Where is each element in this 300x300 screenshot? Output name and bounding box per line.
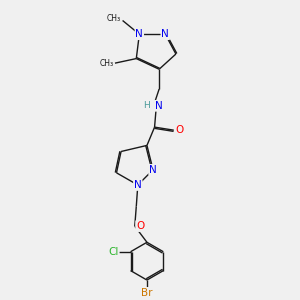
Text: N: N [161,29,169,39]
Text: CH₃: CH₃ [107,14,121,23]
Text: N: N [149,165,157,175]
Text: N: N [134,180,142,190]
Text: Br: Br [141,288,153,298]
Text: N: N [155,101,162,111]
Text: O: O [175,125,183,135]
Text: O: O [136,221,144,231]
Text: CH₃: CH₃ [99,58,113,68]
Text: N: N [136,29,143,39]
Text: H: H [143,101,150,110]
Text: Cl: Cl [108,247,119,257]
